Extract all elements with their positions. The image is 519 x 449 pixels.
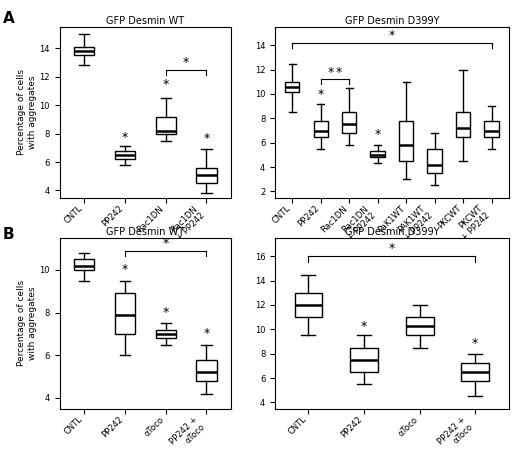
PathPatch shape (342, 112, 356, 133)
PathPatch shape (285, 82, 299, 92)
PathPatch shape (399, 121, 413, 161)
PathPatch shape (115, 294, 135, 334)
PathPatch shape (428, 149, 442, 173)
Text: *: * (472, 337, 479, 350)
Text: *: * (162, 237, 169, 250)
Title: GFP Desmin WT: GFP Desmin WT (106, 227, 184, 237)
PathPatch shape (461, 364, 489, 381)
PathPatch shape (156, 116, 176, 134)
Y-axis label: Percentage of cells
with aggregates: Percentage of cells with aggregates (17, 69, 37, 155)
PathPatch shape (196, 360, 217, 381)
PathPatch shape (196, 168, 217, 183)
Title: GFP Desmin D399Y: GFP Desmin D399Y (345, 16, 439, 26)
Text: *: * (183, 56, 189, 69)
PathPatch shape (350, 348, 378, 372)
Text: *: * (389, 242, 395, 255)
PathPatch shape (406, 317, 433, 335)
Text: *: * (203, 327, 210, 340)
PathPatch shape (313, 121, 328, 136)
PathPatch shape (74, 47, 94, 55)
Text: *: * (361, 320, 367, 333)
PathPatch shape (371, 151, 385, 157)
Text: *: * (122, 131, 128, 144)
Text: *: * (327, 66, 334, 79)
Text: B: B (3, 227, 14, 242)
Text: *: * (162, 306, 169, 319)
Text: *: * (162, 78, 169, 91)
Y-axis label: Percentage of cells
with aggregates: Percentage of cells with aggregates (17, 280, 37, 366)
Text: *: * (389, 29, 395, 42)
Text: A: A (3, 11, 15, 26)
PathPatch shape (156, 330, 176, 338)
PathPatch shape (294, 293, 322, 317)
PathPatch shape (484, 121, 499, 136)
PathPatch shape (115, 151, 135, 159)
PathPatch shape (456, 112, 470, 136)
PathPatch shape (74, 260, 94, 270)
Text: *: * (318, 88, 324, 101)
Text: *: * (336, 66, 342, 79)
Text: *: * (375, 128, 381, 141)
Text: *: * (122, 264, 128, 277)
Text: *: * (203, 132, 210, 145)
Title: GFP Desmin WT: GFP Desmin WT (106, 16, 184, 26)
Title: GFP Desmin D399Y: GFP Desmin D399Y (345, 227, 439, 237)
